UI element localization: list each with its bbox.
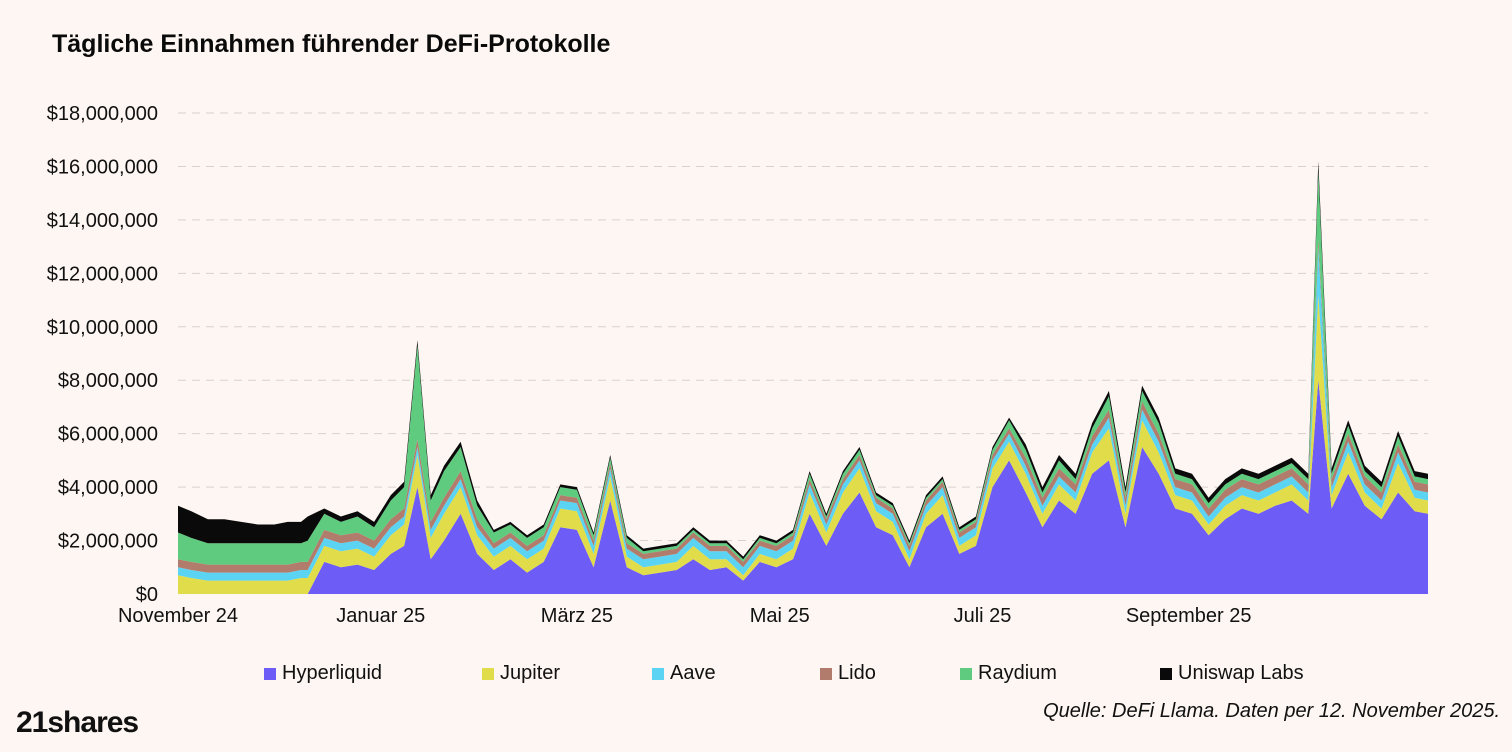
legend-label: Jupiter: [500, 662, 561, 684]
legend-label: Uniswap Labs: [1178, 662, 1304, 684]
legend-label: Lido: [838, 662, 876, 684]
legend-swatch: [264, 667, 276, 680]
x-tick-label: November 24: [118, 605, 238, 627]
x-tick-label: März 25: [541, 605, 613, 627]
y-tick-label: $8,000,000: [58, 370, 158, 392]
y-tick-label: $16,000,000: [47, 156, 158, 178]
y-axis-ticks: $0 $2,000,000 $4,000,000 $6,000,000 $8,000,0…: [47, 103, 158, 606]
legend-swatch: [652, 667, 664, 680]
legend-swatch: [820, 667, 832, 680]
legend-item-jupiter: Jupiter: [482, 662, 652, 685]
y-tick-label: $4,000,000: [58, 477, 158, 499]
y-tick-label: $0: [136, 584, 158, 606]
legend-item-lido: Lido: [820, 662, 960, 685]
x-axis-ticks: November 24 Januar 25 März 25 Mai 25 Juli 25…: [118, 605, 1251, 627]
series-area-lido: [178, 238, 1428, 573]
series-area-aave: [178, 246, 1428, 581]
legend-item-uniswap-labs: Uniswap Labs: [1160, 662, 1304, 685]
series-areas: [178, 161, 1428, 594]
legend-swatch: [960, 667, 972, 680]
legend-item-raydium: Raydium: [960, 662, 1160, 685]
legend-label: Aave: [670, 662, 716, 684]
legend-label: Raydium: [978, 662, 1057, 684]
y-tick-label: $2,000,000: [58, 531, 158, 553]
source-note: Quelle: DeFi Llama. Daten per 12. Novemb…: [1043, 700, 1500, 722]
legend-item-aave: Aave: [652, 662, 820, 685]
x-tick-label: September 25: [1126, 605, 1252, 627]
legend-item-hyperliquid: Hyperliquid: [264, 662, 482, 685]
y-tick-label: $10,000,000: [47, 317, 158, 339]
legend: Hyperliquid Jupiter Aave Lido Raydium Uniswap…: [264, 662, 1304, 685]
y-tick-label: $6,000,000: [58, 424, 158, 446]
x-tick-label: Juli 25: [954, 605, 1012, 627]
x-tick-label: Januar 25: [336, 605, 425, 627]
y-tick-label: $14,000,000: [47, 210, 158, 232]
legend-swatch: [482, 667, 494, 680]
x-tick-label: Mai 25: [750, 605, 810, 627]
legend-swatch: [1160, 667, 1172, 680]
series-area-hyperliquid: [178, 380, 1428, 594]
legend-label: Hyperliquid: [282, 662, 383, 684]
brand-logo: 21shares: [16, 706, 139, 739]
y-tick-label: $12,000,000: [47, 263, 158, 285]
chart-title: Tägliche Einnahmen führender DeFi-Protok…: [52, 30, 611, 58]
y-tick-label: $18,000,000: [47, 103, 158, 125]
